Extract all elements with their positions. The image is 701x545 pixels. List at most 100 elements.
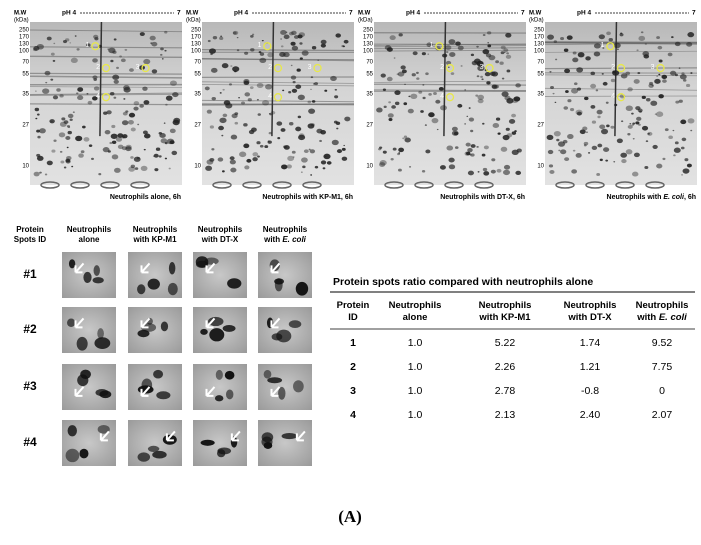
gel-spot — [336, 128, 338, 130]
gel-spot — [549, 170, 554, 174]
gel-spot — [269, 132, 272, 135]
gel-spot — [435, 100, 440, 104]
gel-spot — [563, 140, 568, 144]
gel-spot — [259, 58, 266, 63]
gel-spot — [335, 33, 341, 37]
gel-spot — [487, 44, 491, 47]
gel-spot — [634, 79, 640, 84]
gel-spot — [656, 36, 660, 39]
gel-spot — [609, 38, 613, 41]
gel-spot — [682, 138, 687, 142]
gel-spot — [499, 62, 503, 65]
gel-spot — [212, 97, 216, 100]
gel-spot — [301, 172, 303, 173]
crop-spot — [208, 317, 224, 326]
gel-spot — [295, 84, 301, 88]
gel-spot — [164, 50, 166, 52]
table-header-part: Neutrophils — [564, 300, 617, 311]
gel-spot — [299, 133, 305, 137]
gel-spot — [76, 92, 78, 94]
marker-label: 130 — [191, 42, 202, 48]
gel-spot — [495, 60, 499, 63]
gel-spot — [656, 164, 662, 169]
grid-row-header: Spots ID — [14, 235, 47, 244]
gel-spot — [279, 52, 286, 57]
gel-spot — [286, 32, 288, 33]
gel-spot — [143, 100, 149, 105]
gel-spot — [582, 126, 587, 130]
gel-spot — [252, 34, 254, 36]
gel-spot — [237, 37, 239, 38]
gel-spot — [675, 101, 679, 104]
gel-spot — [114, 168, 121, 173]
gel-spot — [154, 168, 158, 171]
gel-spot — [301, 157, 308, 162]
gel-spot — [586, 132, 588, 133]
gel-spot — [506, 55, 511, 59]
gel-spot — [576, 67, 583, 72]
gel-spot — [547, 34, 554, 39]
grid-row-label: #2 — [23, 322, 37, 336]
gel-spot — [151, 42, 157, 47]
gel-spot — [482, 123, 484, 125]
crop-spot — [278, 387, 285, 400]
gel-spot — [250, 35, 254, 38]
gel-spot — [298, 95, 305, 100]
gel-spot — [466, 143, 471, 147]
gel-spot — [397, 153, 400, 155]
marker-label: 250 — [19, 28, 30, 34]
gel-spot — [267, 53, 273, 58]
gel-spot — [680, 120, 686, 125]
table-header: Neutrophils — [636, 300, 689, 311]
table-header: Neutrophils — [389, 300, 442, 311]
gel-spot — [501, 147, 508, 152]
crop-spot — [227, 278, 241, 288]
gel-spot — [300, 57, 303, 59]
spot-label: 2 — [268, 64, 272, 71]
gel-spot — [343, 45, 345, 47]
gel-spot — [490, 71, 496, 75]
gel-spot — [137, 124, 139, 125]
gel-spot — [449, 164, 455, 169]
crop-spot — [99, 391, 111, 399]
gel-spot — [218, 157, 224, 161]
gel-spot — [497, 132, 500, 134]
gel-spot — [280, 30, 286, 35]
gel-spot — [440, 105, 447, 110]
gel-spot — [404, 138, 410, 143]
ph-end: 7 — [521, 10, 525, 17]
gel-spot — [683, 168, 690, 173]
crop-spot — [153, 370, 163, 379]
gel-spot — [469, 154, 471, 156]
gel-spot — [152, 69, 157, 73]
gel-spot — [321, 40, 327, 45]
gel-spot — [63, 40, 67, 43]
gel-spot — [684, 158, 688, 161]
gel-spot — [75, 35, 77, 36]
gel-spot — [464, 89, 466, 90]
gel-spot — [122, 120, 128, 125]
gel-spot — [287, 156, 294, 161]
gel-spot — [512, 131, 516, 134]
gel-spot — [302, 166, 305, 169]
gel-spot — [39, 172, 42, 174]
gel-spot — [631, 113, 634, 115]
gel-spot — [397, 73, 399, 75]
gel-spot — [133, 107, 138, 111]
gel-spot — [391, 105, 396, 109]
gel-spot — [210, 125, 214, 128]
gel-spot — [446, 145, 453, 150]
gel-spot — [644, 166, 648, 169]
gel-spot — [647, 133, 650, 135]
gel-spot — [220, 92, 222, 94]
gel-spot — [606, 31, 611, 35]
gel-spot — [573, 52, 577, 55]
gel-spot — [515, 83, 521, 87]
gel-spot — [310, 174, 312, 175]
gel-spot — [592, 121, 596, 124]
crop-spot — [94, 265, 100, 276]
gel-spot — [250, 86, 254, 89]
gel-spot — [387, 77, 393, 81]
gel-spot — [92, 75, 97, 79]
gel-spot — [629, 123, 631, 124]
